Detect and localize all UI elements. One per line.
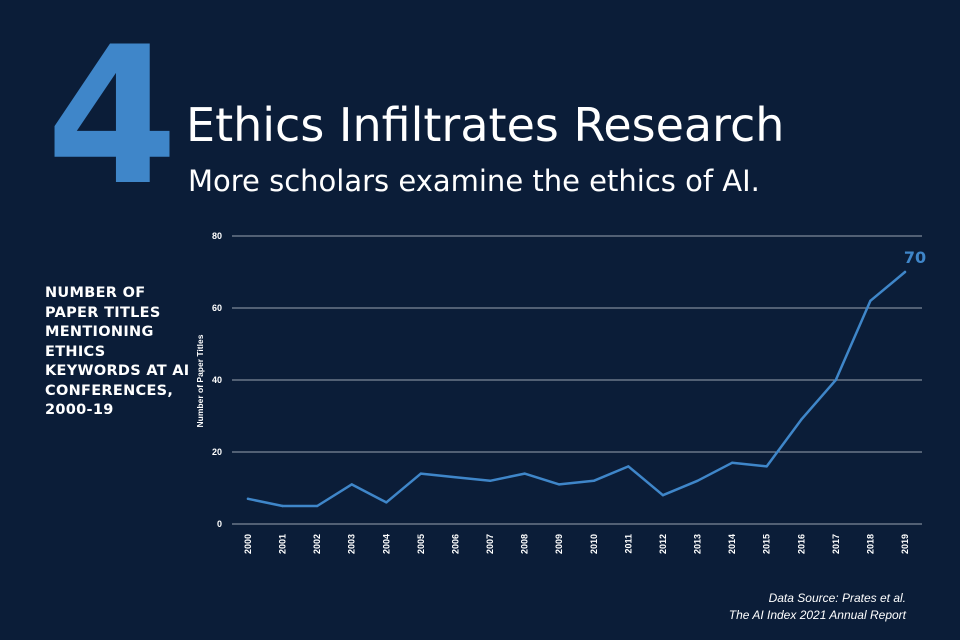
data-point xyxy=(419,472,423,475)
data-point xyxy=(488,479,492,482)
data-point xyxy=(523,472,526,475)
x-tick-label: 2002 xyxy=(312,534,322,554)
data-point xyxy=(558,483,561,486)
data-point xyxy=(315,504,319,508)
y-tick-label: 40 xyxy=(212,375,222,385)
data-points xyxy=(246,270,907,508)
y-axis-ticks: 0 20 40 60 80 xyxy=(212,231,222,529)
x-tick-label: 2016 xyxy=(796,534,806,554)
x-tick-label: 2005 xyxy=(416,534,426,554)
y-tick-label: 80 xyxy=(212,231,222,241)
data-point xyxy=(800,418,803,421)
x-tick-label: 2001 xyxy=(278,534,288,554)
data-point xyxy=(869,299,872,302)
data-point xyxy=(454,476,457,479)
data-point xyxy=(696,479,699,482)
data-point xyxy=(661,494,665,497)
x-tick-label: 2014 xyxy=(727,534,737,554)
x-tick-label: 2011 xyxy=(623,534,633,554)
x-tick-label: 2010 xyxy=(589,534,599,554)
x-tick-label: 2003 xyxy=(347,534,357,554)
page-title: Ethics Infiltrates Research xyxy=(186,98,785,152)
series-line xyxy=(246,270,907,508)
x-tick-label: 2000 xyxy=(243,534,253,554)
y-tick-label: 60 xyxy=(212,303,222,313)
data-point xyxy=(246,497,250,500)
y-tick-label: 0 xyxy=(217,519,222,529)
chart-grid xyxy=(232,235,922,525)
data-point xyxy=(903,270,907,274)
data-source: Data Source: Prates et al. The AI Index … xyxy=(729,590,906,624)
x-tick-label: 2009 xyxy=(554,534,564,554)
data-point xyxy=(350,483,353,486)
y-axis-label: Number of Paper Titles xyxy=(195,334,205,427)
source-line-1: Data Source: Prates et al. xyxy=(768,591,906,605)
section-number: 4 xyxy=(46,6,178,227)
x-tick-label: 2012 xyxy=(658,534,668,554)
chart-description: NUMBER OF PAPER TITLES MENTIONING ETHICS… xyxy=(45,285,190,418)
data-point xyxy=(281,504,284,508)
source-line-2: The AI Index 2021 Annual Report xyxy=(728,608,906,622)
x-tick-label: 2013 xyxy=(693,534,703,554)
page-subtitle: More scholars examine the ethics of AI. xyxy=(188,164,760,198)
x-tick-label: 2017 xyxy=(831,534,841,554)
x-tick-label: 2004 xyxy=(381,534,391,554)
data-point xyxy=(385,501,388,504)
data-point xyxy=(765,465,768,468)
x-tick-label: 2015 xyxy=(762,534,772,554)
x-tick-label: 2019 xyxy=(900,534,910,554)
x-tick-label: 2018 xyxy=(865,534,875,554)
data-point xyxy=(834,378,838,382)
y-tick-label: 20 xyxy=(212,447,222,457)
data-point xyxy=(730,461,734,464)
end-value-label: 70 xyxy=(904,248,926,267)
x-tick-label: 2007 xyxy=(485,534,495,554)
x-axis-ticks: 2000 2001 2002 2003 2004 2005 2006 2007 2008 2009… xyxy=(243,534,910,554)
x-tick-label: 2008 xyxy=(520,534,530,554)
x-tick-label: 2006 xyxy=(450,534,460,554)
data-point xyxy=(592,479,595,482)
data-point xyxy=(627,465,630,468)
